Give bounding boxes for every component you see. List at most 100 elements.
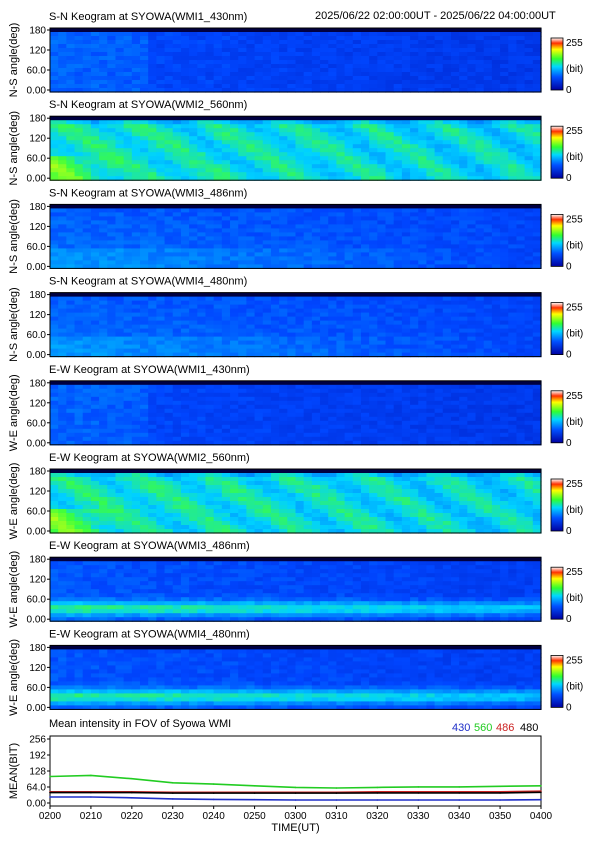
- panel-frame: [49, 380, 542, 446]
- y-tick-label: 120: [29, 575, 46, 586]
- y-tick-label: 192: [29, 751, 46, 762]
- series-point-560: [49, 775, 51, 778]
- colorbar-max: 255: [566, 391, 583, 402]
- series-point-560: [458, 786, 461, 788]
- panel-top-strip: [50, 116, 541, 121]
- keogram-panel-5: E-W Keogram at SYOWA(WMI1_430nm)180 120 60…: [8, 364, 583, 451]
- y-axis-label: N-S angle(deg): [8, 23, 20, 98]
- y-axis-label: N-S angle(deg): [8, 199, 20, 274]
- colorbar-min: 0: [566, 173, 572, 184]
- panel-top-strip: [50, 645, 541, 650]
- panel-heatmap: [50, 28, 542, 93]
- y-axis-label: W-E angle(deg): [8, 639, 20, 716]
- series-point-560: [253, 785, 256, 787]
- mean-intensity-chart: Mean intensity in FOV of Syowa WMI 430 560…: [8, 718, 553, 834]
- series-point-560: [417, 786, 420, 788]
- series-point-480: [417, 792, 420, 794]
- y-tick-label: 120: [29, 222, 46, 233]
- y-tick-label: 60.0: [27, 242, 47, 253]
- x-tick-label: 0250: [243, 811, 266, 822]
- y-tick-label: 0.00: [27, 86, 47, 97]
- panel-title: S-N Keogram at SYOWA(WMI1_430nm): [49, 11, 247, 23]
- series-point-480: [131, 791, 133, 794]
- colorbar-unit: (bit): [566, 417, 583, 428]
- y-tick-label: 0.00: [27, 527, 47, 538]
- series-point-560: [90, 774, 92, 777]
- panel-top-strip: [50, 380, 541, 385]
- panel-heatmap: [50, 469, 542, 534]
- colorbar: [550, 213, 564, 267]
- series-point-430: [90, 796, 92, 798]
- colorbar-unit: (bit): [566, 593, 583, 604]
- colorbar-max: 255: [566, 38, 583, 49]
- header-time-range: 2025/06/22 02:00:00UT - 2025/06/22 04:00…: [315, 10, 556, 22]
- y-tick-label: 60.0: [27, 418, 47, 429]
- colorbar-min: 0: [566, 261, 572, 272]
- colorbar-max: 255: [566, 303, 583, 314]
- y-axis-label: W-E angle(deg): [8, 551, 20, 628]
- keogram-panel-3: S-N Keogram at SYOWA(WMI3_486nm)180 120 60…: [8, 187, 583, 273]
- series-point-560: [376, 786, 379, 789]
- y-axis-label: N-S angle(deg): [8, 111, 20, 186]
- y-axis-label: W-E angle(deg): [8, 374, 20, 451]
- x-tick-label: 0300: [284, 811, 307, 822]
- panel-frame: [49, 292, 542, 358]
- series-point-480: [172, 792, 174, 794]
- series-point-430: [540, 798, 542, 801]
- series-point-430: [294, 799, 297, 801]
- colorbar-min: 0: [566, 614, 572, 625]
- colorbar-min: 0: [566, 526, 572, 537]
- colorbar-unit: (bit): [566, 681, 583, 692]
- y-tick-label: 120: [29, 487, 46, 498]
- keogram-panel-6: E-W Keogram at SYOWA(WMI2_560nm)180 120 60…: [8, 452, 583, 539]
- series-line-560: [49, 774, 542, 789]
- y-tick-label: 256: [29, 735, 46, 746]
- series-point-560: [131, 777, 133, 780]
- y-tick-label: 180: [29, 26, 46, 37]
- y-axis-label: W-E angle(deg): [8, 463, 20, 540]
- series-point-430: [376, 799, 379, 801]
- legend-entry-480: 480: [520, 722, 538, 734]
- colorbar: [550, 125, 564, 179]
- y-tick-label: 0.00: [27, 174, 47, 185]
- y-tick-label: 0.00: [27, 262, 47, 273]
- series-point-430: [49, 796, 51, 798]
- legend-entry-430: 430: [452, 722, 470, 734]
- panel-title: E-W Keogram at SYOWA(WMI2_560nm): [49, 452, 250, 464]
- keogram-panels: S-N Keogram at SYOWA(WMI1_430nm)18012060…: [8, 11, 583, 716]
- x-tick-label: 0320: [366, 811, 389, 822]
- panel-heatmap: [50, 645, 542, 710]
- panel-frame: [49, 115, 542, 181]
- series-point-560: [172, 782, 174, 784]
- colorbar: [550, 37, 564, 91]
- y-tick-label: 180: [29, 114, 46, 125]
- colorbar-max: 255: [566, 479, 583, 490]
- panel-frame: [49, 556, 542, 622]
- series-point-430: [417, 799, 420, 801]
- panel-heatmap: [50, 116, 542, 181]
- y-tick-label: 180: [29, 378, 46, 389]
- series-point-480: [335, 792, 338, 794]
- series-point-560: [294, 786, 297, 789]
- keogram-panel-2: S-N Keogram at SYOWA(WMI2_560nm)180 120 60…: [8, 99, 583, 185]
- colorbar-min: 0: [566, 702, 572, 713]
- series-point-480: [458, 792, 461, 794]
- panel-title: S-N Keogram at SYOWA(WMI3_486nm): [49, 187, 247, 199]
- series-point-430: [172, 798, 174, 800]
- series-point-430: [458, 799, 461, 801]
- series-point-430: [499, 799, 501, 801]
- colorbar-unit: (bit): [566, 240, 583, 251]
- y-tick-label: 64.0: [27, 783, 47, 794]
- chart-title: Mean intensity in FOV of Syowa WMI: [49, 718, 231, 730]
- series-point-480: [376, 792, 379, 794]
- keogram-panel-1: S-N Keogram at SYOWA(WMI1_430nm)180 120 60…: [8, 11, 583, 97]
- y-tick-label: 60.0: [27, 595, 47, 606]
- y-tick-label: 0.00: [27, 799, 47, 810]
- series-point-560: [499, 785, 501, 788]
- colorbar-unit: (bit): [566, 505, 583, 516]
- y-tick-label: 60.0: [27, 330, 47, 341]
- x-tick-label: 0230: [162, 811, 185, 822]
- panel-top-strip: [50, 28, 541, 32]
- keogram-panel-8: E-W Keogram at SYOWA(WMI4_480nm)180 120 60…: [8, 628, 583, 715]
